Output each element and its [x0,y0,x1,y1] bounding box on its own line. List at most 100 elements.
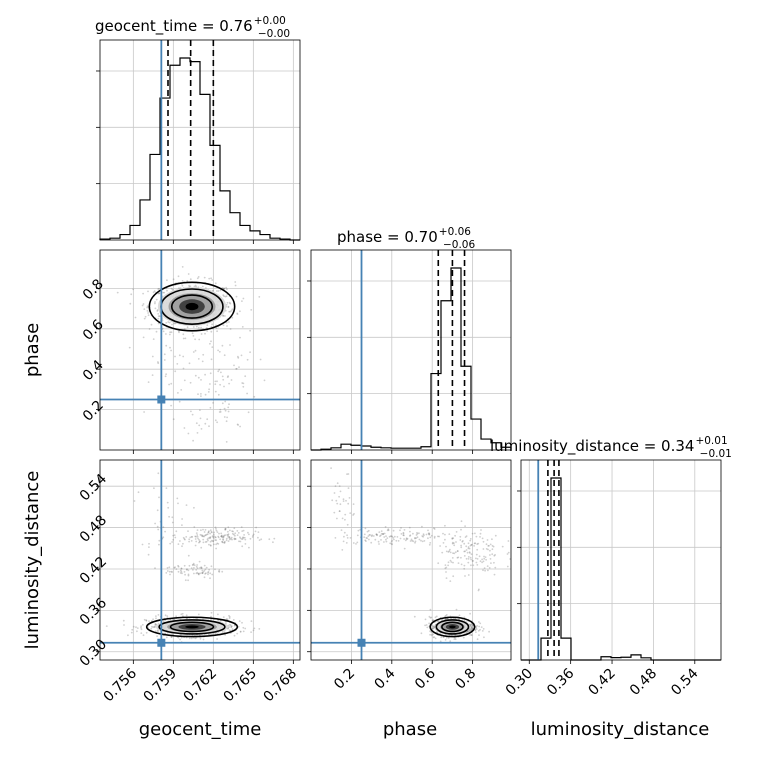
sample-point [236,530,239,532]
sample-point [165,373,168,376]
sample-point [260,538,263,541]
sample-point [201,285,204,288]
sample-point [400,527,402,529]
sample-point [210,277,213,280]
sample-point [222,314,225,317]
sample-point [214,419,217,422]
sample-point [169,331,172,334]
sample-point [201,569,204,572]
sample-point [157,361,159,363]
sample-point [213,537,215,539]
sample-point [403,538,405,540]
sample-point [207,539,209,542]
sample-point [252,629,255,632]
sample-point [165,333,167,335]
sample-point [229,328,232,330]
sample-point [464,575,466,577]
sample-point [181,572,183,575]
sample-point [370,535,373,538]
sample-point [356,534,359,537]
sample-point [202,541,205,544]
sample-point [197,613,200,616]
sample-point [339,503,342,506]
sample-point [244,627,247,630]
sample-point [469,556,472,559]
sample-point [196,534,199,536]
sample-point [457,562,460,564]
sample-point [382,533,384,535]
sample-point [415,534,418,536]
sample-point [460,556,462,559]
sample-point [156,309,159,311]
sample-point [223,295,225,298]
sample-point [233,364,235,367]
sample-point [170,382,173,385]
sample-point [204,393,207,396]
panel-frame [99,459,301,661]
hist-step-geocent_time [99,57,300,241]
sample-point [341,549,344,551]
sample-point [432,627,435,629]
sample-point [349,512,352,514]
sample-point [181,518,184,520]
sample-point [154,567,156,570]
sample-point [338,510,341,512]
sample-point [409,530,411,533]
sample-point [165,322,168,324]
sample-point [380,539,382,541]
sample-point [165,636,168,639]
sample-point [228,382,231,385]
sample-point [228,623,231,626]
sample-point [471,560,474,562]
sample-point [414,541,416,544]
sample-point [248,533,250,536]
sample-point [447,564,449,567]
sample-point [181,284,184,287]
sample-point [178,354,181,357]
sample-point [430,534,433,537]
sample-point [239,536,241,539]
sample-point [448,550,451,553]
sample-point [474,542,477,545]
sample-point [131,628,134,631]
sample-point [241,300,243,302]
sample-point [215,529,218,532]
sample-point [147,314,150,317]
sample-point [228,301,231,304]
sample-point [142,292,145,295]
sample-point [420,632,423,635]
sample-point [447,637,450,639]
sample-point [231,308,234,311]
sample-point [196,432,199,434]
sample-point [466,630,469,633]
sample-point [204,573,207,575]
sample-point [204,568,207,571]
x-tick-label: 0.759 [140,666,180,706]
sample-point [227,540,230,542]
sample-point [229,529,231,532]
sample-point [436,620,439,623]
sample-point [222,616,225,618]
sample-point [170,636,173,638]
sample-point [334,485,337,487]
sample-point [207,391,210,393]
sample-point [203,564,206,567]
sample-point [225,321,228,324]
sample-point [175,530,178,533]
sample-point [414,540,417,543]
sample-point [200,379,202,381]
sample-point [177,636,180,639]
sample-point [198,541,201,543]
sample-point [150,627,153,630]
sample-point [227,410,230,413]
sample-point [236,632,239,635]
sample-point [507,540,510,542]
sample-point [197,326,200,329]
sample-point [478,625,480,628]
sample-point [170,349,173,352]
sample-point [234,534,236,537]
sample-point [488,544,490,547]
sample-point [172,534,175,537]
sample-point [181,612,184,615]
x-tick-label: 0.36 [544,665,577,698]
